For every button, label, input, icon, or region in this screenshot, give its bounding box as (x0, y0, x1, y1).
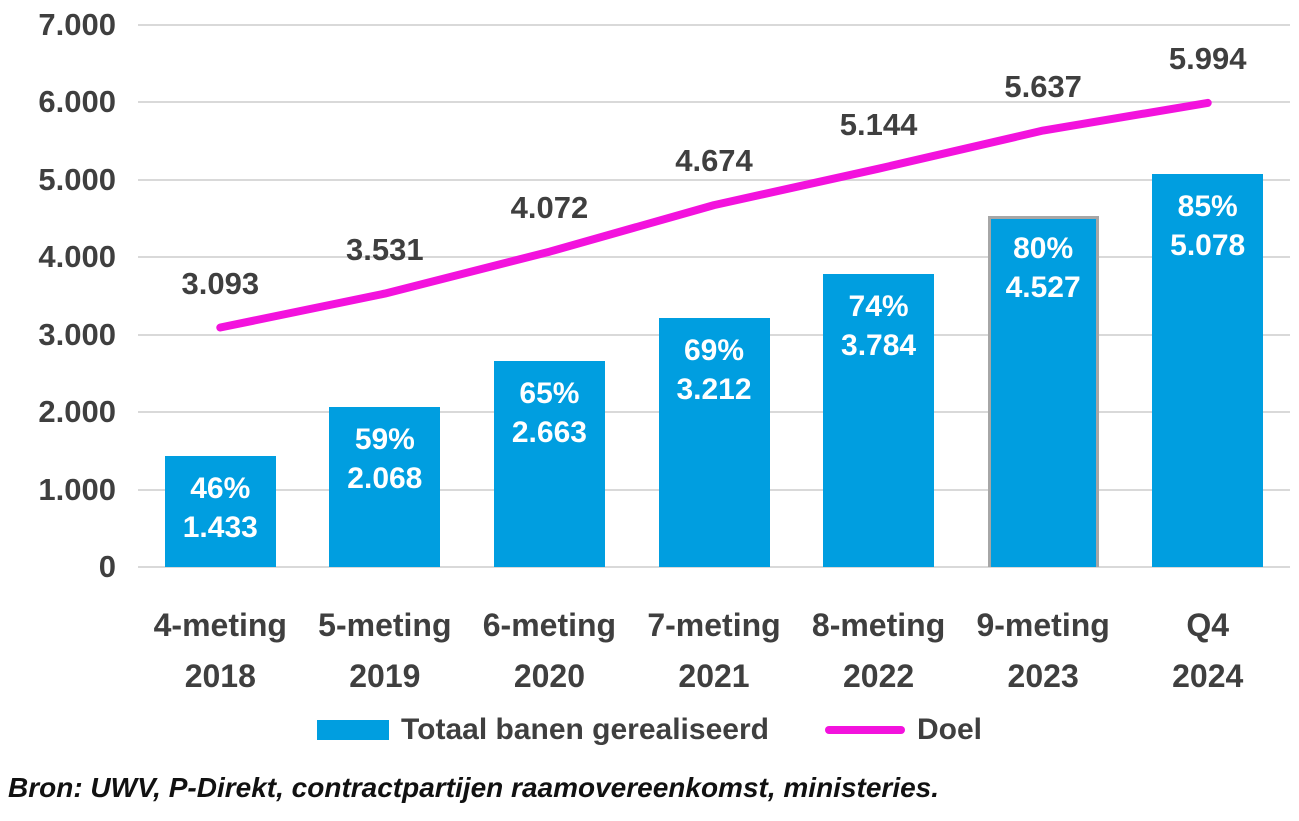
doel-point-label: 3.093 (181, 265, 260, 301)
doel-point-label: 5.144 (839, 106, 918, 142)
legend: Totaal banen gerealiseerd Doel (0, 708, 1299, 752)
x-axis-category-label: 6-meting 2020 (482, 607, 617, 694)
bar-series-swatch-icon (317, 720, 390, 740)
legend-bar-label: Totaal banen gerealiseerd (401, 713, 769, 746)
bar-value-label: 65% 2.663 (511, 376, 587, 449)
y-gridline (138, 24, 1290, 26)
doel-point-label: 5.637 (1004, 68, 1082, 104)
bar-totaal-banen (329, 406, 441, 567)
line-series-swatch-icon (824, 726, 905, 734)
bar-value-label: 85% 5.078 (1170, 189, 1246, 262)
y-axis-tick-label: 7.000 (38, 7, 116, 42)
x-axis-category-label: 4-meting 2018 (153, 607, 287, 694)
legend-item-line: Doel (824, 713, 982, 747)
y-axis-tick-label: 6.000 (38, 84, 116, 120)
bar-value-label: 59% 2.068 (347, 422, 423, 495)
doel-point-label: 3.531 (346, 231, 424, 267)
bar-totaal-banen (164, 456, 276, 567)
bar-value-label: 46% 1.433 (182, 472, 258, 545)
x-axis-category-label: 7-meting 2021 (647, 607, 781, 694)
y-gridline (138, 101, 1290, 104)
y-axis-tick-label: 3.000 (38, 316, 116, 352)
y-gridline (138, 178, 1290, 181)
legend-line-label: Doel (916, 713, 982, 746)
x-axis-category-label: 9-meting 2023 (976, 607, 1110, 694)
bar-value-label: 69% 3.212 (676, 334, 752, 407)
x-axis-category-label: Q4 2024 (1172, 607, 1244, 694)
y-axis-tick-label: 4.000 (38, 239, 116, 275)
x-axis-category-label: 8-meting 2022 (811, 607, 946, 694)
doel-point-label: 5.994 (1168, 40, 1247, 76)
bar-totaal-banen (658, 318, 770, 567)
x-axis-category-label: 5-meting 2019 (318, 607, 452, 694)
y-axis-tick-label: 0 (98, 549, 116, 584)
source-note: Bron: UWV, P-Direkt, contractpartijen ra… (8, 772, 940, 803)
y-axis-tick-label: 5.000 (38, 161, 116, 197)
y-gridline (138, 566, 1290, 568)
y-axis-tick-label: 1.000 (38, 471, 116, 507)
doel-point-label: 4.674 (675, 143, 753, 179)
bar-totaal-banen (493, 360, 605, 567)
legend-item-bar: Totaal banen gerealiseerd (317, 713, 769, 747)
bar-value-label: 74% 3.784 (841, 290, 917, 362)
y-axis-tick-label: 2.000 (38, 394, 116, 430)
doel-point-label: 4.072 (510, 189, 589, 225)
bar-value-label: 80% 4.527 (1005, 232, 1081, 305)
